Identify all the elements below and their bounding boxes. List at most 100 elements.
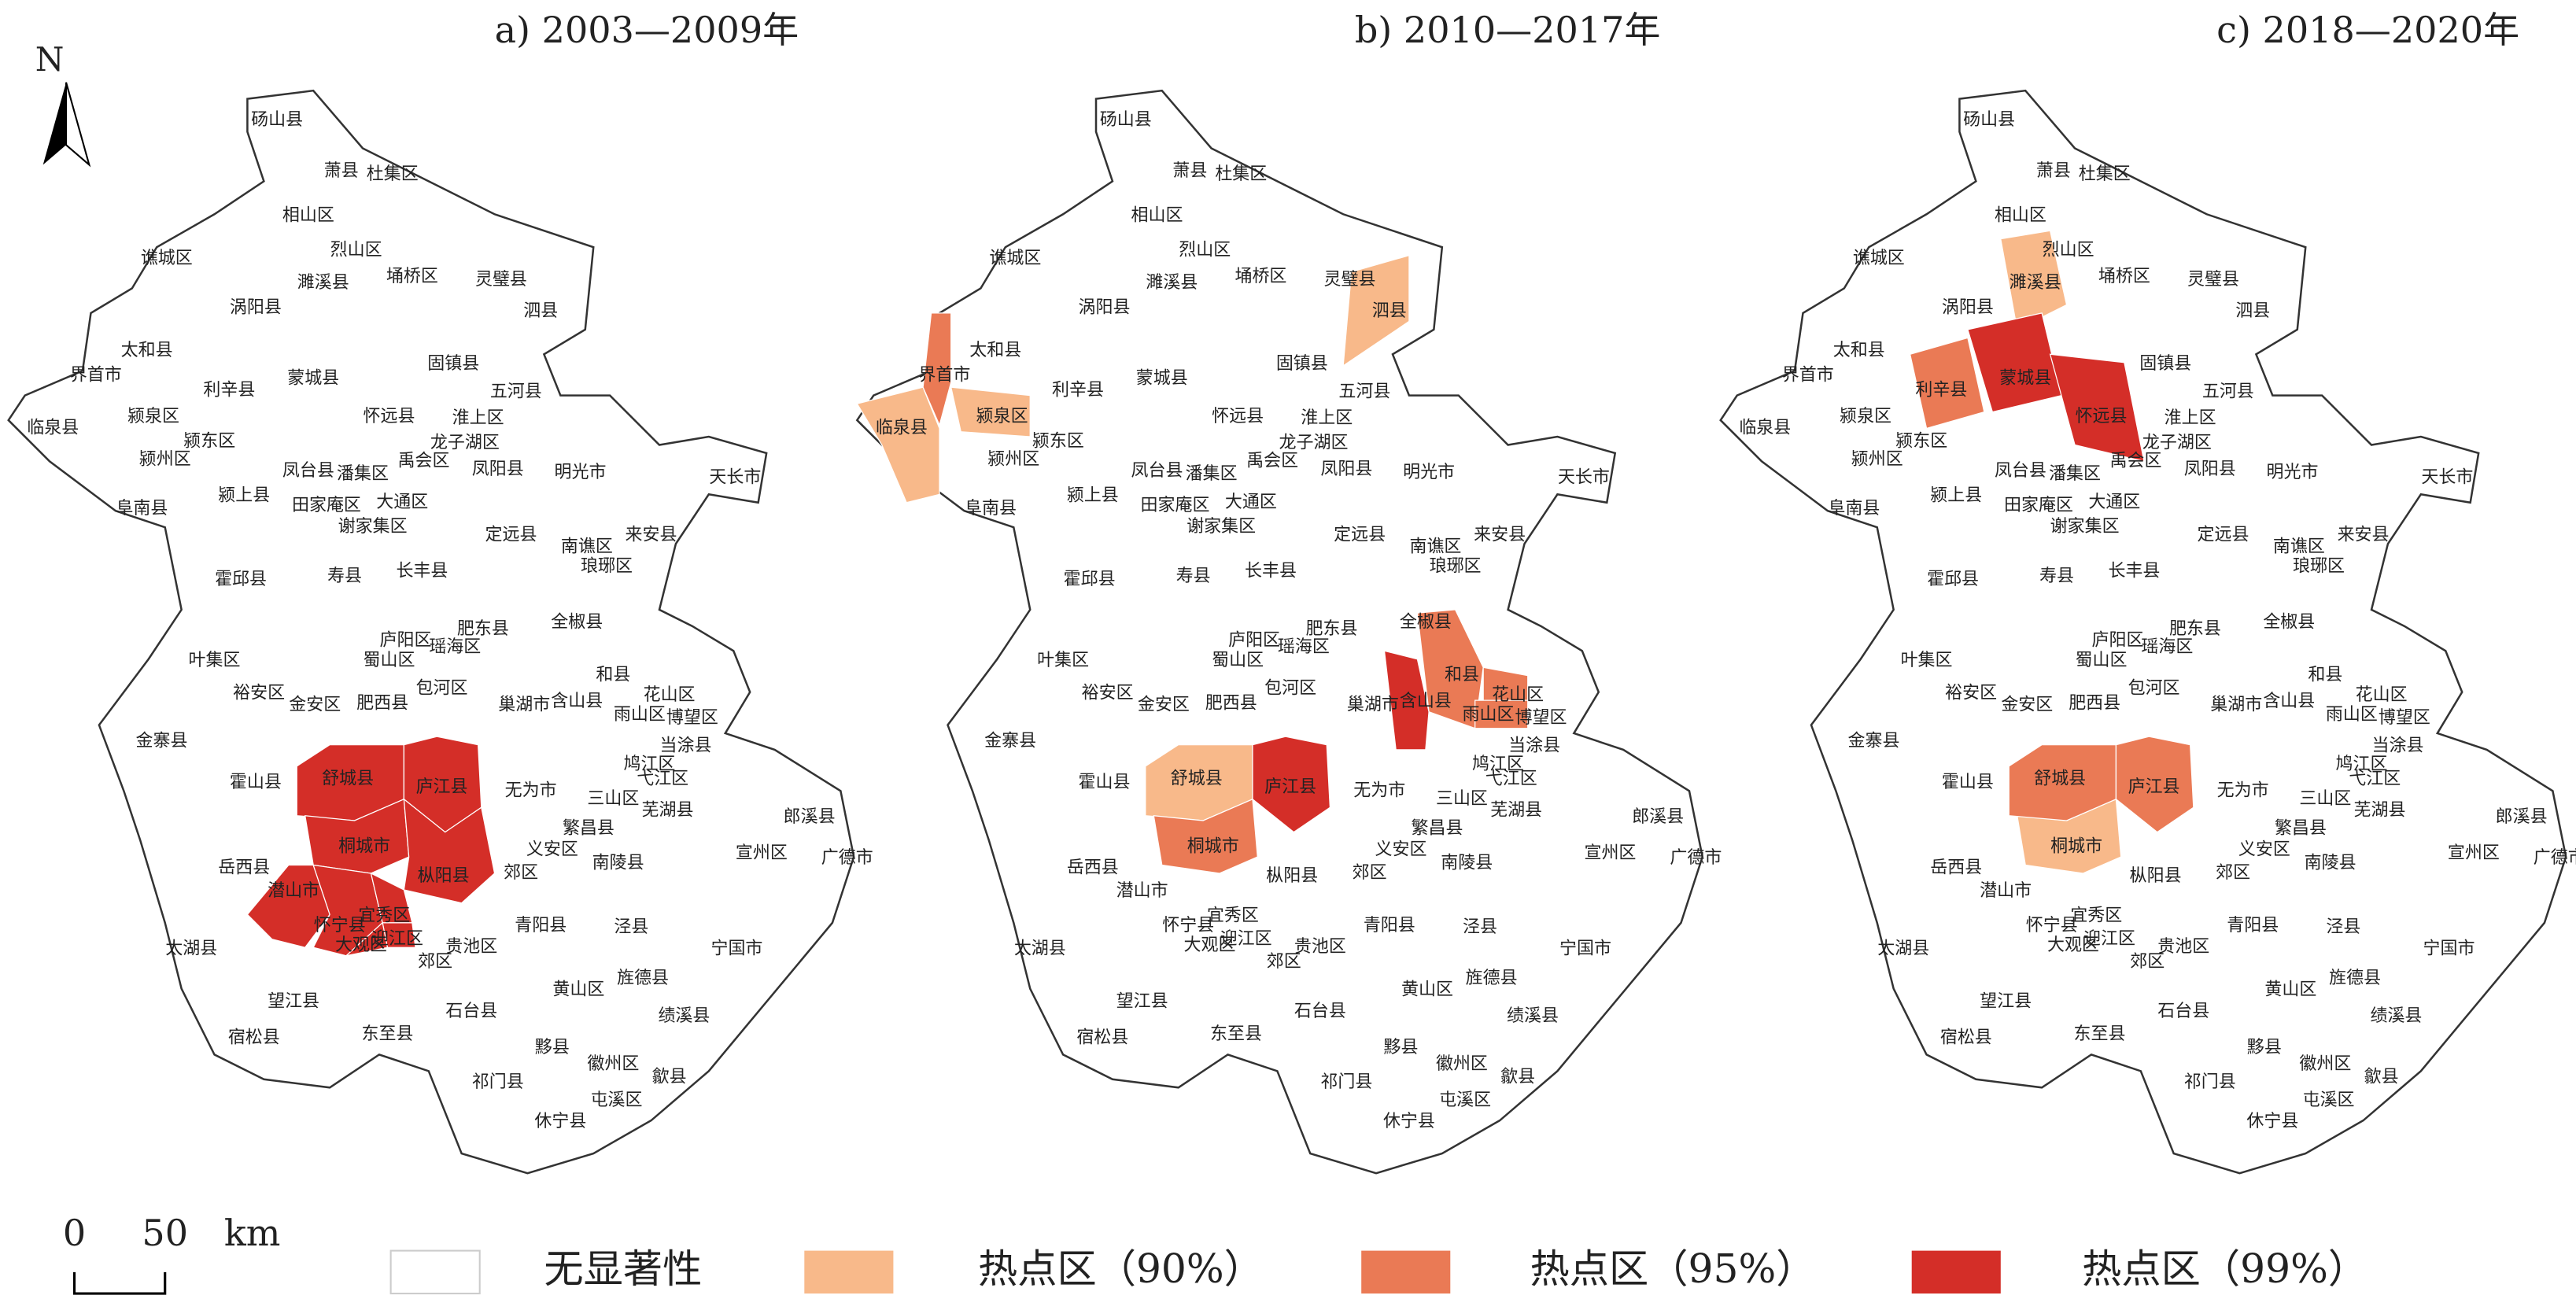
county-label: 旌德县 [617, 969, 669, 988]
county-label: 谢家集区 [2050, 517, 2120, 537]
county-label: 弋江区 [637, 769, 688, 789]
county-label: 怀宁县 [314, 916, 366, 935]
county-label: 叶集区 [189, 651, 241, 670]
legend-swatch [1361, 1250, 1451, 1294]
hotspot-county [2000, 230, 2068, 330]
county-label: 大通区 [2088, 493, 2140, 512]
county-label: 天长市 [1558, 467, 1610, 487]
county-label: 包河区 [1264, 678, 1316, 698]
county-label: 灵璧县 [1324, 270, 1376, 290]
county-label: 南陵县 [2305, 853, 2356, 873]
county-label: 庐江县 [1264, 777, 1316, 797]
county-label: 天长市 [709, 467, 761, 487]
county-label: 霍邱县 [1064, 570, 1116, 589]
county-label: 明光市 [2267, 463, 2319, 482]
county-label: 黟县 [1383, 1038, 1418, 1057]
county-label: 大通区 [376, 493, 428, 512]
hotspot-county [344, 921, 389, 957]
county-label: 繁昌县 [1412, 818, 1463, 838]
county-label: 瑶海区 [2141, 637, 2193, 657]
county-label: 明光市 [555, 463, 607, 482]
province-outline [7, 89, 855, 1175]
legend-label: 热点区（95%） [1530, 1245, 1816, 1292]
county-label: 琅琊区 [581, 556, 633, 576]
county-label: 贵池区 [445, 937, 497, 957]
county-label: 怀远县 [1212, 407, 1264, 426]
county-label: 叶集区 [1901, 651, 1953, 670]
county-label: 金寨县 [984, 731, 1036, 751]
county-label: 屯溪区 [2303, 1090, 2355, 1110]
county-label: 黄山区 [1401, 980, 1453, 1000]
county-label: 博望区 [2379, 708, 2430, 728]
county-label: 怀远县 [364, 407, 415, 426]
county-label: 祁门县 [472, 1072, 524, 1092]
county-label: 谢家集区 [1187, 517, 1256, 537]
county-label: 南谯区 [1409, 537, 1461, 556]
county-label: 义安区 [526, 840, 578, 860]
county-label: 绩溪县 [658, 1006, 710, 1026]
county-label: 颍上县 [1930, 485, 1982, 505]
county-label: 宜秀区 [358, 906, 410, 925]
county-label: 淮上区 [1301, 408, 1353, 428]
county-label: 砀山县 [251, 110, 303, 130]
county-label: 界首市 [1782, 366, 1834, 386]
county-label: 灵璧县 [475, 270, 527, 290]
county-label: 东至县 [2073, 1024, 2125, 1044]
county-label: 郎溪县 [784, 807, 836, 827]
county-label: 徽州区 [2299, 1054, 2351, 1074]
county-label: 黄山区 [552, 980, 604, 1000]
county-label: 濉溪县 [297, 273, 349, 293]
hotspot-county [1252, 736, 1331, 833]
county-label: 石台县 [2157, 1002, 2209, 1021]
county-label: 舒城县 [1171, 769, 1223, 789]
county-label: 颍州区 [1851, 449, 1903, 469]
county-label: 黟县 [2247, 1038, 2282, 1057]
county-label: 郊区 [2216, 863, 2250, 883]
county-label: 怀远县 [2076, 407, 2128, 426]
county-label: 杜集区 [367, 164, 419, 184]
county-label: 东至县 [1210, 1024, 1262, 1044]
hotspot-county [2049, 353, 2145, 463]
county-label: 谢家集区 [338, 517, 408, 537]
county-label: 界首市 [918, 366, 970, 386]
county-label: 黟县 [535, 1038, 570, 1057]
county-label: 石台县 [445, 1002, 497, 1021]
county-label: 无为市 [2217, 780, 2269, 800]
county-label: 广德市 [1670, 848, 1722, 868]
county-label: 固镇县 [1276, 354, 1328, 374]
county-label: 颍东区 [183, 431, 235, 451]
county-label: 当涂县 [1508, 736, 1560, 756]
county-label: 颍泉区 [1840, 407, 1891, 426]
county-label: 宜秀区 [1207, 906, 1259, 925]
county-label: 相山区 [282, 205, 334, 225]
county-label: 凤台县 [282, 461, 334, 481]
county-label: 阜南县 [965, 499, 1017, 518]
county-label: 霍山县 [1942, 773, 1994, 792]
county-label: 芜湖县 [642, 800, 694, 820]
county-label: 明光市 [1403, 463, 1455, 482]
county-label: 当涂县 [660, 736, 712, 756]
county-label: 固镇县 [2139, 354, 2191, 374]
county-label: 鸠江区 [2335, 755, 2387, 774]
county-label: 舒城县 [322, 769, 374, 789]
county-label: 临泉县 [876, 419, 928, 438]
county-label: 泾县 [614, 917, 648, 937]
county-label: 琅琊区 [2293, 556, 2345, 576]
county-label: 琅琊区 [1430, 556, 1482, 576]
county-label: 歙县 [652, 1068, 687, 1087]
county-label: 歙县 [2364, 1068, 2399, 1087]
county-label: 当涂县 [2372, 736, 2424, 756]
county-label: 含山县 [1400, 692, 1452, 711]
county-label: 泗县 [1372, 301, 1407, 321]
county-label: 绩溪县 [2370, 1006, 2422, 1026]
county-label: 长丰县 [1245, 562, 1297, 581]
county-label: 蜀山区 [364, 651, 415, 670]
county-label: 烈山区 [330, 240, 382, 260]
county-label: 全椒县 [551, 613, 603, 633]
county-label: 南陵县 [592, 853, 644, 873]
county-label: 大观区 [1184, 935, 1236, 955]
scale-unit: km [224, 1212, 281, 1254]
legend-swatch [804, 1250, 894, 1294]
county-label: 霍山县 [1079, 773, 1131, 792]
county-label: 巢湖市 [1347, 695, 1399, 714]
